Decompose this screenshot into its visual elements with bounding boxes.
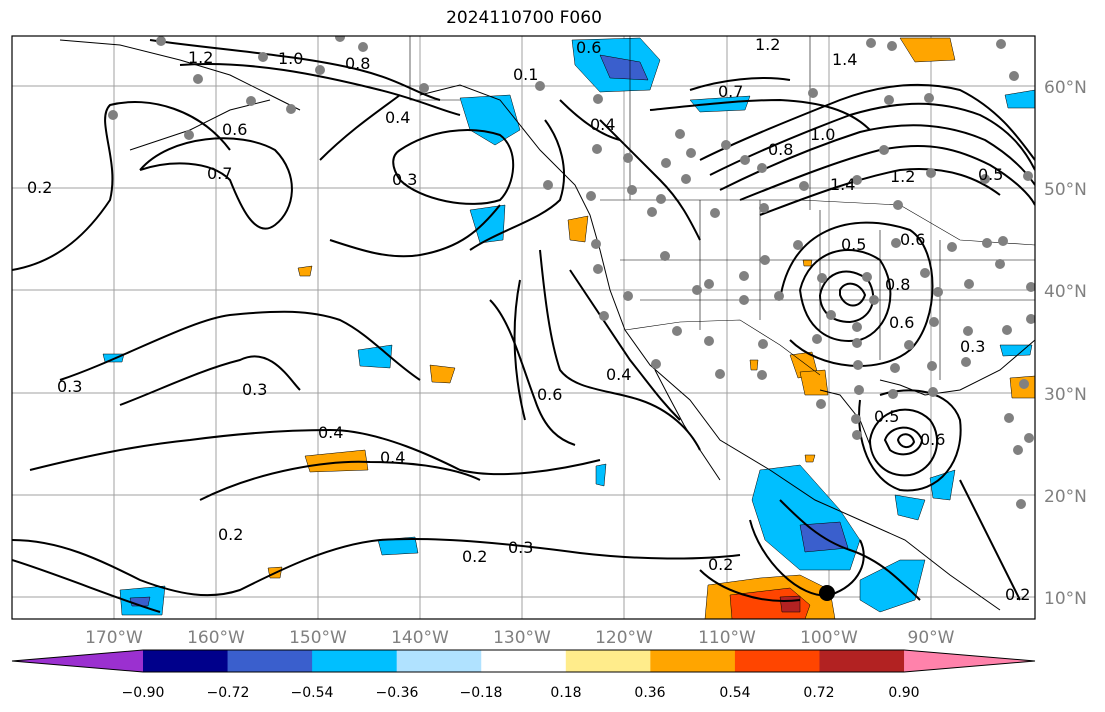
contour-label: 0.6 [222, 120, 247, 139]
contour-label: 0.3 [392, 170, 417, 189]
contour-label: 0.7 [207, 164, 232, 183]
contour-label: 1.0 [810, 125, 835, 144]
contour-label: 0.4 [385, 108, 410, 127]
lat-label: 60°N [1044, 78, 1087, 98]
colorbar-tick-label: 0.18 [550, 685, 581, 701]
map-frame [11, 35, 1036, 620]
contour-label: 0.1 [513, 65, 538, 84]
lat-label: 40°N [1044, 282, 1087, 302]
lon-label: 150°W [289, 628, 347, 648]
lat-label: 20°N [1044, 487, 1087, 507]
colorbar-segment [650, 650, 736, 672]
colorbar-tick-label: −0.18 [460, 685, 503, 701]
map-title: 2024110700 F060 [446, 8, 602, 28]
contour-label: 0.2 [1005, 585, 1030, 604]
lon-label: 130°W [493, 628, 551, 648]
contour-label: 0.4 [606, 365, 631, 384]
contour-label: 0.5 [978, 165, 1003, 184]
lon-label: 170°W [85, 628, 143, 648]
contour-label: 0.7 [718, 82, 743, 101]
lon-label: 100°W [800, 628, 858, 648]
colorbar-tick-label: −0.54 [291, 685, 334, 701]
contour-label-group: 1.2 1.0 0.8 0.6 0.7 0.2 0.4 0.3 0.1 0.6 … [27, 35, 1030, 604]
contour-label: 1.2 [188, 48, 213, 67]
colorbar-segment [565, 650, 651, 672]
contour-label: 1.2 [890, 167, 915, 186]
contour-label: 1.4 [832, 50, 857, 69]
colorbar-tick-label: 0.72 [803, 685, 834, 701]
contour-label: 0.2 [462, 547, 487, 566]
colorbar-outline [11, 649, 1036, 673]
colorbar-tick-label: 0.36 [634, 685, 665, 701]
colorbar-segment [481, 650, 567, 672]
colorbar-segment [734, 650, 820, 672]
contour-label: 0.3 [960, 337, 985, 356]
colorbar-tick-labels: −0.90 −0.72 −0.54 −0.36 −0.18 0.18 0.36 … [122, 685, 920, 701]
lon-label: 140°W [391, 628, 449, 648]
colorbar-extend-min [12, 650, 143, 672]
contour-label: 0.5 [874, 407, 899, 426]
station-markers [108, 36, 1035, 509]
contour-label: 0.4 [318, 423, 343, 442]
contour-label: 0.4 [380, 448, 405, 467]
contour-label: 0.3 [242, 380, 267, 399]
lon-label: 120°W [595, 628, 653, 648]
colorbar-tick-label: −0.36 [376, 685, 419, 701]
contour-label: 0.2 [218, 525, 243, 544]
colorbar-segment [819, 650, 905, 672]
colorbar-segment [396, 650, 482, 672]
longitude-labels: 170°W 160°W 150°W 140°W 130°W 120°W 110°… [85, 628, 955, 648]
coastlines [59, 39, 1035, 611]
contour-label: 0.8 [345, 54, 370, 73]
contour-label: 1.2 [755, 35, 780, 54]
location-marker [819, 585, 835, 601]
contour-label: 0.6 [576, 38, 601, 57]
graticule [12, 36, 1035, 619]
contour-label: 0.8 [885, 275, 910, 294]
colorbar-tick-label: −0.72 [207, 685, 250, 701]
colorbar-tick-label: 0.54 [719, 685, 750, 701]
contour-label: 1.4 [830, 175, 855, 194]
colorbar-tick-label: −0.90 [122, 685, 165, 701]
lat-label: 50°N [1044, 180, 1087, 200]
contour-lines [12, 39, 1035, 613]
map-area [12, 36, 1035, 619]
colorbar-segment [143, 650, 229, 672]
contour-label: 0.6 [920, 430, 945, 449]
contour-label: 0.4 [590, 115, 615, 134]
contour-label: 0.6 [537, 385, 562, 404]
colorbar-extend-max [904, 650, 1035, 672]
contour-label: 0.2 [708, 555, 733, 574]
lon-label: 110°W [698, 628, 756, 648]
contour-label: 0.8 [768, 140, 793, 159]
lon-label: 160°W [187, 628, 245, 648]
lat-label: 30°N [1044, 385, 1087, 405]
contour-label: 0.2 [27, 178, 52, 197]
colorbar [11, 649, 1036, 673]
latitude-labels: 60°N 50°N 40°N 30°N 20°N 10°N [1044, 78, 1087, 609]
contour-label: 0.5 [841, 235, 866, 254]
contour-label: 0.6 [889, 313, 914, 332]
contour-label: 0.6 [900, 230, 925, 249]
colorbar-segment [227, 650, 313, 672]
contour-label: 1.0 [278, 49, 303, 68]
contour-label: 0.3 [57, 377, 82, 396]
lon-label: 90°W [908, 628, 955, 648]
lat-label: 10°N [1044, 589, 1087, 609]
colorbar-segment [312, 650, 398, 672]
contour-label: 0.3 [508, 538, 533, 557]
colorbar-tick-label: 0.90 [888, 685, 919, 701]
